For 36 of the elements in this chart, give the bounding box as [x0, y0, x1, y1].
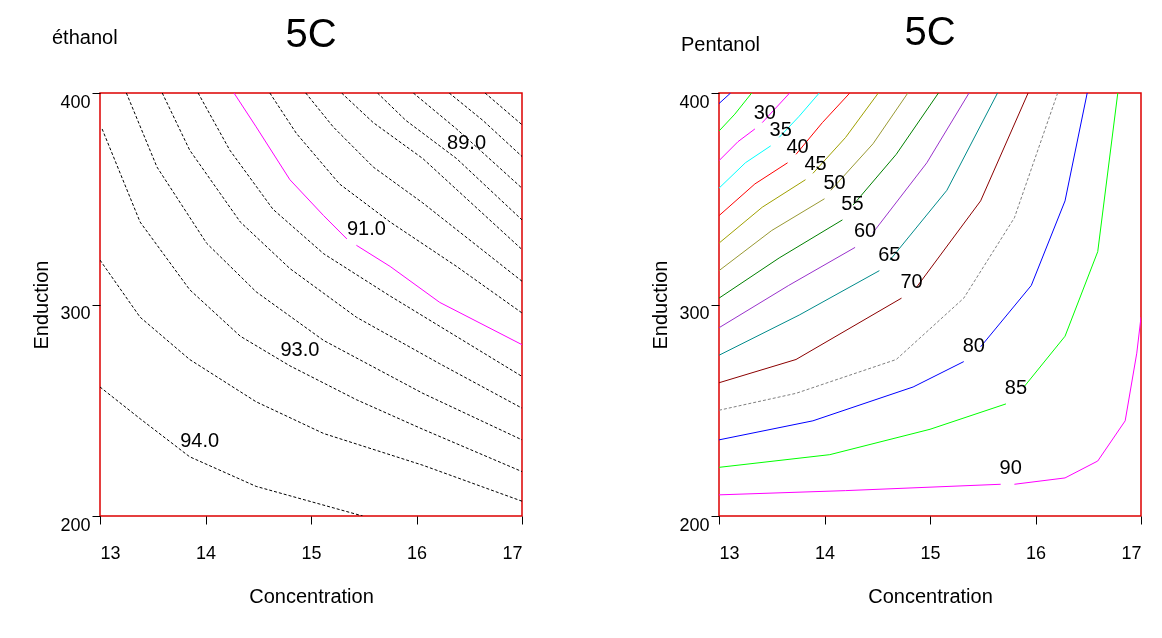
x-tick-label: 16 — [1025, 542, 1047, 563]
y-tick-label: 200 — [679, 514, 710, 535]
y-axis-title: Enduction — [649, 260, 672, 350]
x-tick-label: 16 — [406, 542, 428, 563]
annotation: 85 — [1004, 375, 1028, 398]
annotation: 80 — [962, 333, 985, 356]
x-axis-title: Concentration — [868, 584, 993, 607]
x-tick-label: 17 — [502, 542, 523, 563]
annotation: 50 — [823, 170, 846, 193]
x-tick-label: 15 — [301, 542, 322, 563]
y-tick-label: 300 — [60, 303, 91, 323]
x-tick-label: 17 — [1121, 542, 1142, 563]
annotation: 30 — [753, 100, 776, 123]
y-tick-label: 200 — [60, 514, 91, 535]
annotation: 91.0 — [346, 217, 386, 240]
x-tick-label: 14 — [195, 542, 217, 563]
x-tick-label: 15 — [920, 542, 941, 563]
annotation: 60 — [853, 219, 877, 242]
x-tick-label: 13 — [719, 542, 740, 563]
chart-subtitle: Pentanol — [681, 33, 760, 55]
annotation: 89.0 — [447, 130, 487, 153]
annotation: 93.0 — [280, 337, 320, 360]
y-tick-label: 300 — [679, 303, 710, 323]
y-axis-title: Enduction — [30, 260, 53, 350]
y-tick-label: 400 — [60, 91, 91, 112]
annotation: 55 — [841, 191, 864, 214]
chart-title: 5C — [285, 11, 337, 55]
x-tick-label: 13 — [100, 542, 121, 563]
chart-subtitle: éthanol — [52, 26, 118, 48]
annotation: 94.0 — [180, 428, 220, 451]
annotation: 70 — [900, 270, 923, 293]
chart-title: 5C — [904, 9, 956, 53]
annotation: 90 — [999, 456, 1022, 479]
x-axis-title: Concentration — [249, 584, 374, 607]
y-tick-label: 400 — [679, 91, 710, 112]
x-tick-label: 14 — [814, 542, 836, 563]
